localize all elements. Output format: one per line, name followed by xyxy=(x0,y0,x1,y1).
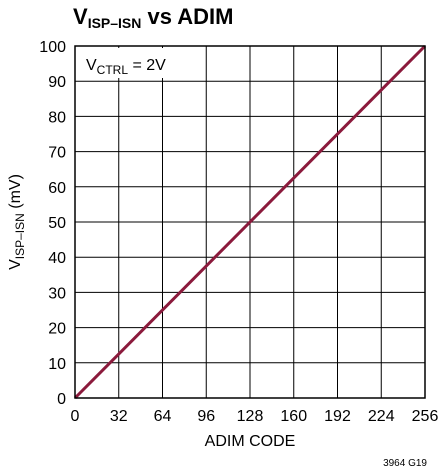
y-tick-label: 30 xyxy=(48,285,66,302)
series xyxy=(73,44,427,400)
x-tick-label: 256 xyxy=(412,408,439,425)
x-tick-label: 128 xyxy=(237,408,264,425)
y-tick-label: 20 xyxy=(48,321,66,338)
grid xyxy=(75,46,425,398)
figure-id: 3964 G19 xyxy=(383,458,427,469)
y-tick-label: 80 xyxy=(48,109,66,126)
y-tick-label: 100 xyxy=(39,39,66,56)
chart-title: VISP–ISN vs ADIM xyxy=(73,4,234,31)
series-line xyxy=(73,44,427,400)
annotation-vctrl: VCTRL = 2V xyxy=(86,57,166,77)
y-tick-label: 0 xyxy=(57,391,66,408)
tick-labels: 0 32 64 96 128 160 192 224 256 0 10 20 30 40 50 60 70 80 9… xyxy=(39,39,438,425)
x-tick-label: 192 xyxy=(324,408,351,425)
plot-frame xyxy=(74,45,426,399)
y-tick-label: 10 xyxy=(48,356,66,373)
y-tick-label: 50 xyxy=(48,215,66,232)
y-tick-label: 90 xyxy=(48,74,66,91)
x-tick-label: 96 xyxy=(197,408,215,425)
x-tick-label: 32 xyxy=(110,408,128,425)
x-tick-label: 224 xyxy=(368,408,395,425)
y-tick-label: 60 xyxy=(48,180,66,197)
y-tick-label: 70 xyxy=(48,145,66,162)
annotation-background xyxy=(77,48,195,78)
y-tick-label: 40 xyxy=(48,250,66,267)
x-axis-label: ADIM CODE xyxy=(205,433,296,450)
x-tick-label: 160 xyxy=(280,408,307,425)
y-axis-label: VISP–ISN (mV) xyxy=(7,174,27,270)
x-tick-label: 64 xyxy=(154,408,172,425)
x-tick-label: 0 xyxy=(71,408,80,425)
